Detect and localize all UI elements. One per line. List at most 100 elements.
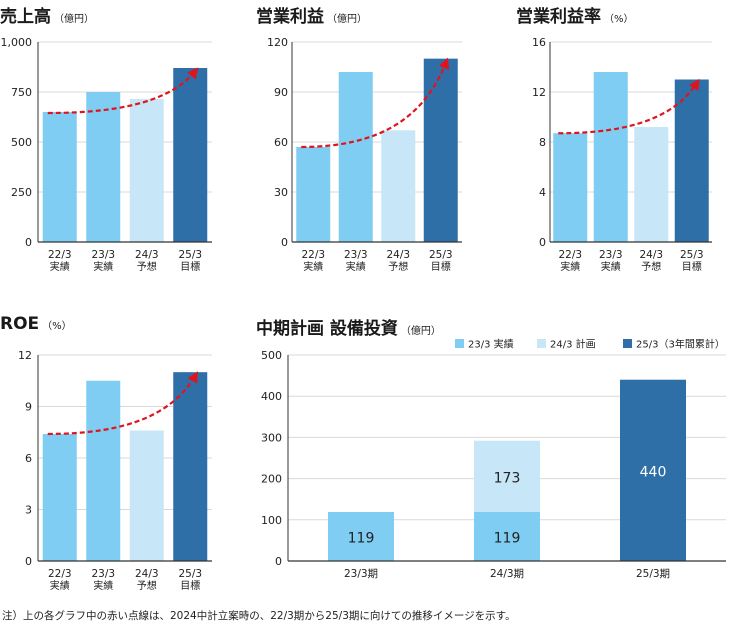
y-tick-label: 16 <box>532 36 546 49</box>
bar <box>129 99 164 242</box>
bar <box>634 127 669 242</box>
y-tick-label: 0 <box>25 555 32 568</box>
y-tick-label: 90 <box>274 86 288 99</box>
chart-unit: （%） <box>604 14 634 25</box>
x-tick-label: 24/3期 <box>490 568 524 580</box>
y-tick-label: 0 <box>275 555 282 568</box>
bar <box>173 372 208 561</box>
trend-arrow <box>558 78 700 135</box>
y-tick-label: 8 <box>539 136 546 149</box>
y-tick-label: 12 <box>532 86 546 99</box>
chart-title-text: 営業利益 <box>256 7 324 27</box>
bar <box>381 130 416 242</box>
footnote: 注）上の各グラフ中の赤い点線は、2024中計立案時の、22/3期から25/3期に… <box>2 610 516 622</box>
y-tick-label: 750 <box>11 86 32 99</box>
x-tick-sublabel: 目標 <box>682 260 702 273</box>
x-tick-sublabel: 実績 <box>303 260 323 273</box>
x-tick-sublabel: 実績 <box>560 260 580 273</box>
chart-panel-roe: ROE （%） 0 3 6 9 12 22/3 実績 23/3 実績 24/3 予想 25/3 目標 <box>0 312 240 602</box>
chart-title: 営業利益 （億円） <box>256 2 367 27</box>
bar <box>86 380 121 561</box>
chart-unit: （億円） <box>400 326 441 337</box>
y-tick-label: 1,000 <box>1 36 33 49</box>
x-tick-label: 24/3 <box>135 249 159 261</box>
chart-panel-operating-margin: 営業利益率 （%） 0 4 8 12 16 22/3 実績 23/3 実績 24/3 予想 25/3 目標 <box>490 0 730 290</box>
y-tick-label: 0 <box>25 236 32 249</box>
bar-segment <box>474 511 540 561</box>
data-label: 440 <box>640 464 667 480</box>
data-label: 173 <box>494 470 521 486</box>
bar <box>42 112 77 242</box>
bar <box>338 72 373 242</box>
x-tick-label: 25/3 <box>178 249 202 261</box>
chart-unit: （億円） <box>54 14 94 25</box>
bar <box>674 79 709 242</box>
chart-title-text: ROE <box>0 314 40 334</box>
bar <box>553 133 588 242</box>
legend-label: 24/3 計画 <box>550 338 596 351</box>
legend-label: 23/3 実績 <box>468 338 514 351</box>
x-tick-label: 22/3 <box>558 249 582 261</box>
legend-swatch <box>623 339 632 348</box>
x-tick-sublabel: 目標 <box>180 260 200 273</box>
chart-unit: （億円） <box>327 14 367 25</box>
x-tick-label: 25/3期 <box>636 568 670 580</box>
x-tick-label: 23/3 <box>599 249 623 261</box>
y-tick-label: 12 <box>18 349 32 362</box>
y-tick-label: 100 <box>261 514 282 527</box>
x-tick-sublabel: 実績 <box>346 260 366 273</box>
y-tick-label: 0 <box>281 236 288 249</box>
bar <box>423 58 458 242</box>
chart-svg-capex: 23/3 実績 24/3 計画 25/3（3年間累計） 0 100 200 300 400 50… <box>261 338 726 580</box>
x-tick-label: 24/3 <box>639 249 663 261</box>
y-tick-label: 500 <box>261 349 282 362</box>
bar <box>129 430 164 561</box>
x-tick-label: 22/3 <box>48 568 72 580</box>
bar <box>296 147 331 242</box>
y-tick-label: 3 <box>25 504 32 517</box>
x-tick-label: 23/3 <box>91 568 115 580</box>
x-tick-sublabel: 実績 <box>93 260 113 273</box>
legend-label: 25/3（3年間累計） <box>636 338 725 351</box>
y-tick-label: 4 <box>539 186 546 199</box>
bar-segment <box>474 440 540 512</box>
x-tick-sublabel: 実績 <box>50 260 70 273</box>
trend-arrow <box>47 67 199 115</box>
y-tick-label: 60 <box>274 136 288 149</box>
y-tick-label: 400 <box>261 390 282 403</box>
x-tick-sublabel: 予想 <box>137 579 157 592</box>
x-tick-sublabel: 予想 <box>641 260 661 273</box>
x-tick-label: 25/3 <box>429 249 453 261</box>
legend-swatch <box>455 339 464 348</box>
x-tick-label: 24/3 <box>386 249 410 261</box>
chart-title: 売上高 （億円） <box>0 2 94 27</box>
x-tick-sublabel: 実績 <box>50 579 70 592</box>
trend-arrow <box>47 371 198 436</box>
y-tick-label: 200 <box>261 473 282 486</box>
x-tick-sublabel: 目標 <box>431 260 451 273</box>
bar <box>86 92 121 242</box>
trend-arrow <box>301 57 450 149</box>
y-tick-label: 300 <box>261 431 282 444</box>
x-tick-sublabel: 実績 <box>93 579 113 592</box>
bar <box>593 72 628 242</box>
y-tick-label: 0 <box>539 236 546 249</box>
bar <box>42 433 77 561</box>
chart-title-text: 営業利益率 <box>516 7 601 27</box>
y-tick-label: 6 <box>25 452 32 465</box>
x-tick-label: 25/3 <box>178 568 202 580</box>
bar <box>173 68 208 242</box>
x-tick-label: 25/3 <box>680 249 704 261</box>
chart-title: 営業利益率 （%） <box>516 2 634 27</box>
x-tick-sublabel: 実績 <box>601 260 621 273</box>
chart-panel-sales: 売上高 （億円） 0 250 500 750 1,000 22/3 実績 23/3 実績 24/3 予… <box>0 0 240 290</box>
x-tick-label: 22/3 <box>48 249 72 261</box>
x-tick-sublabel: 目標 <box>180 579 200 592</box>
x-tick-label: 23/3 <box>344 249 368 261</box>
bar-segment <box>328 511 394 561</box>
chart-panel-operating-profit: 営業利益 （億円） 0 30 60 90 120 22/3 実績 23/3 実績 24/3 予想 25/… <box>250 0 490 290</box>
